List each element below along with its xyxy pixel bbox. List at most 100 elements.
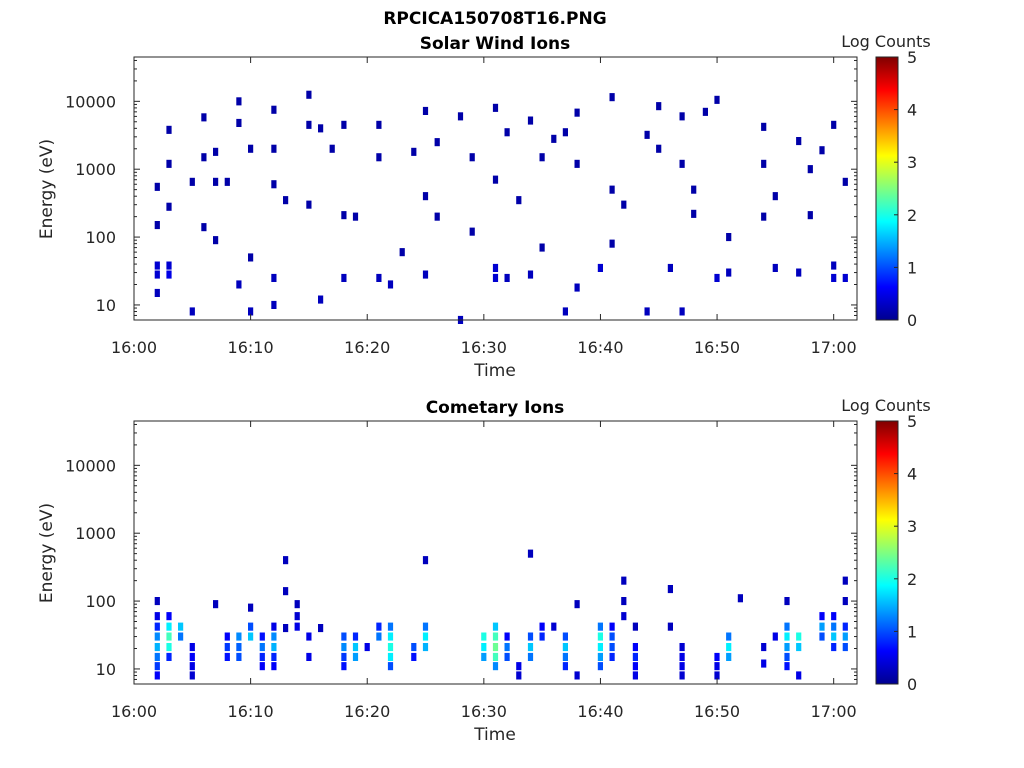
heatmap-cell (679, 662, 685, 671)
heatmap-cell (574, 283, 580, 292)
heatmap-cell (166, 270, 172, 279)
heatmap-cells (154, 549, 848, 680)
heatmap-cell (306, 632, 312, 641)
heatmap-cell (259, 643, 265, 652)
heatmap-cell (539, 153, 545, 162)
heatmap-cell (656, 102, 662, 111)
heatmap-cell (492, 643, 499, 652)
heatmap-cell (492, 662, 499, 671)
heatmap-cell (714, 662, 720, 671)
heatmap-cell (154, 612, 160, 621)
y-tick-label: 10000 (65, 456, 116, 475)
heatmap-cell (457, 112, 464, 121)
heatmap-cell (761, 212, 767, 221)
colorbar-label: Log Counts (841, 396, 931, 415)
heatmap-cell (679, 652, 685, 661)
heatmap-cell (609, 652, 615, 661)
plot-frame (133, 420, 858, 685)
heatmap-cell (387, 280, 394, 289)
heatmap-cell (341, 643, 347, 652)
heatmap-cell (831, 622, 837, 631)
heatmap-cell (504, 643, 510, 652)
heatmap-cell (166, 202, 172, 211)
heatmap-cell (609, 93, 615, 102)
heatmap-cell (796, 268, 802, 277)
heatmap-cell (341, 632, 347, 641)
heatmap-cell (387, 632, 394, 641)
heatmap-cell (481, 643, 487, 652)
heatmap-cell (772, 632, 778, 641)
heatmap-cell (761, 643, 767, 652)
heatmap-cell (516, 671, 522, 680)
heatmap-cell (679, 643, 685, 652)
heatmap-cell (271, 144, 277, 153)
heatmap-cell (422, 622, 429, 631)
heatmap-cell (154, 270, 160, 279)
x-tick-label: 16:40 (577, 702, 623, 721)
heatmap-cell (621, 576, 627, 585)
heatmap-cell (434, 138, 440, 147)
heatmap-cell (726, 652, 732, 661)
heatmap-cell (492, 273, 499, 282)
heatmap-cell (667, 263, 673, 272)
heatmap-cell (248, 253, 254, 262)
y-tick-label: 10000 (65, 92, 116, 111)
heatmap-cell (189, 671, 195, 680)
heatmap-cell (224, 632, 230, 641)
heatmap-cell (166, 643, 172, 652)
heatmap-cell (784, 597, 790, 606)
colorbar-tick-label: 3 (907, 153, 917, 172)
heatmap-cell (831, 261, 837, 270)
heatmap-cell (259, 652, 265, 661)
heatmap-cell (189, 177, 195, 186)
heatmap-cell (341, 211, 347, 220)
heatmap-cell (784, 622, 790, 631)
heatmap-cell (271, 273, 277, 282)
heatmap-cell (492, 175, 499, 184)
y-axis-label: Energy (eV) (37, 139, 57, 239)
heatmap-cell (527, 116, 534, 125)
heatmap-cell (411, 147, 417, 156)
x-axis-label: Time (473, 361, 516, 381)
heatmap-cell (189, 652, 195, 661)
heatmap-cell (492, 632, 499, 641)
heatmap-cell (621, 612, 627, 621)
heatmap-cell (784, 643, 790, 652)
heatmap-cell (352, 632, 359, 641)
heatmap-cell (352, 652, 359, 661)
heatmap-cell (259, 632, 265, 641)
heatmap-cell (842, 597, 848, 606)
heatmap-cell (597, 263, 603, 272)
heatmap-cell (201, 153, 207, 162)
heatmap-cell (597, 652, 603, 661)
colorbar-tick-label: 2 (907, 206, 917, 225)
heatmap-cell (154, 652, 160, 661)
heatmap-cell (399, 248, 405, 257)
heatmap-cell (796, 671, 802, 680)
heatmap-cell (819, 146, 825, 155)
x-tick-label: 17:00 (811, 702, 857, 721)
heatmap-cell (527, 632, 534, 641)
heatmap-cell (562, 128, 568, 137)
heatmap-cell (271, 662, 277, 671)
colorbar (875, 420, 899, 685)
heatmap-cell (154, 597, 160, 606)
heatmap-cell (341, 662, 347, 671)
heatmap-cell (306, 652, 312, 661)
heatmap-cell (387, 662, 394, 671)
x-tick-label: 16:30 (461, 338, 507, 357)
heatmap-cell (831, 612, 837, 621)
heatmap-cell (154, 221, 160, 230)
colorbar-tick-label: 2 (907, 570, 917, 589)
heatmap-cell (644, 130, 650, 139)
heatmap-cell (831, 273, 837, 282)
heatmap-cell (562, 652, 568, 661)
heatmap-cell (271, 300, 277, 309)
heatmap-cell (656, 144, 662, 153)
heatmap-cell (761, 659, 767, 668)
heatmap-cell (154, 288, 160, 297)
heatmap-cell (283, 556, 289, 565)
heatmap-cell (842, 273, 848, 282)
heatmap-cell (248, 603, 254, 612)
heatmap-cell (842, 622, 848, 631)
